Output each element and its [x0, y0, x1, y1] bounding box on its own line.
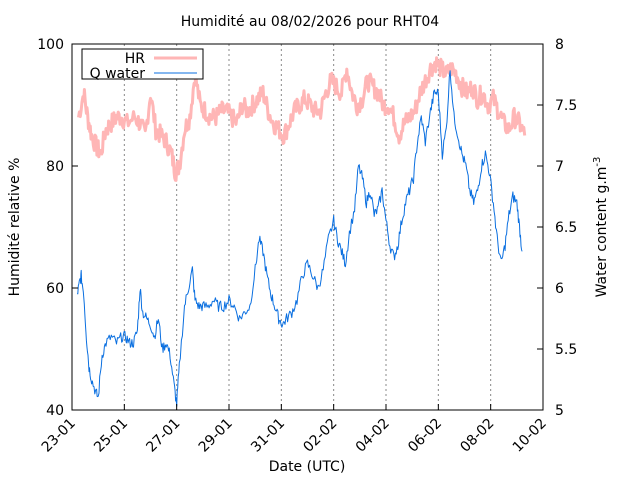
x-axis-label: Date (UTC): [269, 459, 346, 475]
y-axis-label: Humidité relative %: [7, 158, 23, 297]
y2-tick-label: 6: [555, 281, 564, 297]
y-tick-label: 60: [46, 281, 64, 297]
y-tick-label: 80: [46, 159, 64, 175]
y2-tick-label: 7: [555, 159, 564, 175]
legend: HRQ water: [81, 48, 204, 82]
y2-axis-label-main: Water content g.m: [594, 167, 610, 298]
y2-tick-label: 7.5: [555, 98, 577, 114]
y2-tick-label: 5: [555, 403, 564, 419]
y2-tick-label: 5.5: [555, 342, 577, 358]
y2-axis-label: Water content g.m-3: [592, 157, 610, 298]
chart-title: Humidité au 08/02/2026 pour RHT04: [181, 14, 440, 30]
y-tick-label: 40: [46, 403, 64, 419]
y2-tick-label: 8: [555, 37, 564, 53]
series-layer: [76, 56, 527, 407]
y2-axis-label-sup: -3: [592, 157, 603, 167]
legend-label: HR: [125, 51, 146, 67]
y2-tick-label: 6.5: [555, 220, 577, 236]
legend-label: Q water: [90, 66, 146, 82]
y-tick-label: 100: [37, 37, 64, 53]
legend-box: [81, 48, 204, 80]
series-line-q-water: [76, 70, 523, 407]
